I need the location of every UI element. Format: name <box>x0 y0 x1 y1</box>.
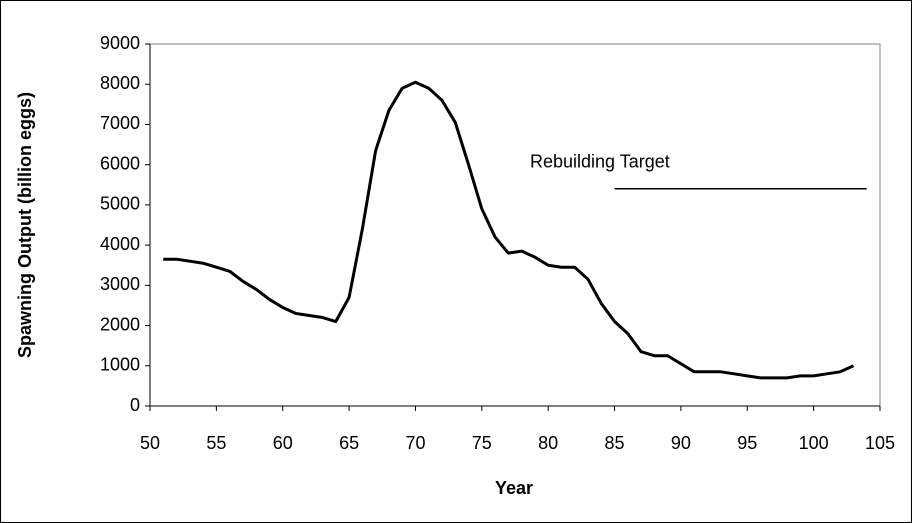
x-axis-title: Year <box>495 478 533 498</box>
y-tick-label: 9000 <box>100 33 140 53</box>
y-tick-label: 3000 <box>100 274 140 294</box>
x-tick-label: 100 <box>799 433 829 453</box>
y-tick-label: 7000 <box>100 113 140 133</box>
y-tick-label: 6000 <box>100 153 140 173</box>
x-tick-label: 80 <box>538 433 558 453</box>
y-tick-label: 2000 <box>100 314 140 334</box>
y-tick-label: 8000 <box>100 73 140 93</box>
x-tick-label: 90 <box>671 433 691 453</box>
y-tick-label: 0 <box>130 395 140 415</box>
x-tick-label: 50 <box>140 433 160 453</box>
data-line <box>163 80 855 380</box>
x-tick-label: 95 <box>737 433 757 453</box>
target-label: Rebuilding Target <box>530 152 670 172</box>
x-tick-label: 105 <box>865 433 895 453</box>
x-tick-label: 75 <box>472 433 492 453</box>
y-tick-label: 1000 <box>100 355 140 375</box>
x-tick-label: 60 <box>273 433 293 453</box>
x-tick-label: 55 <box>206 433 226 453</box>
x-tick-label: 85 <box>605 433 625 453</box>
x-tick-label: 70 <box>405 433 425 453</box>
y-tick-label: 5000 <box>100 194 140 214</box>
x-tick-label: 65 <box>339 433 359 453</box>
y-tick-label: 4000 <box>100 234 140 254</box>
y-axis-title: Spawning Output (billion eggs) <box>15 92 35 358</box>
